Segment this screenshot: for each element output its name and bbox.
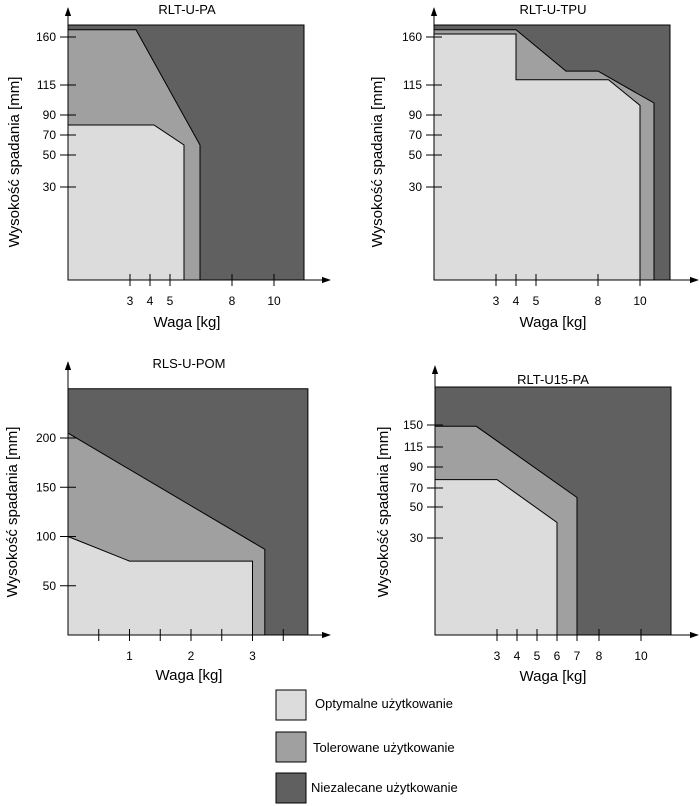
x-tick-label: 10: [633, 294, 647, 308]
x-ticks: 3 4 5 8 10: [493, 274, 647, 308]
chart-title: RLT-U15-PA: [517, 372, 589, 387]
chart-title: RLT-U-TPU: [520, 2, 587, 17]
chart-panel-rlt-u-tpu: RLT-U-TPU 3 4 5 8 10 30 50 70 90 115 160 Waga [kg…: [369, 2, 699, 331]
x-tick-label: 6: [554, 649, 561, 663]
chart-panel-rlt-u15-pa: RLT-U15-PA 3 4 5 6 7 8 10 30 50 70 90 115 150 Waga …: [375, 365, 699, 685]
y-tick-label: 100: [36, 530, 56, 544]
y-tick-label: 90: [409, 108, 423, 122]
x-axis-label: Waga [kg]: [156, 667, 223, 684]
legend-swatch-tolerated: [275, 731, 307, 763]
y-ticks: 30 50 70 90 115 150: [403, 418, 443, 545]
y-axis-label: Wysokość spadania [mm]: [4, 427, 21, 598]
legend-label-optimal: Optymalne użytkowanie: [315, 696, 453, 711]
y-tick-label: 160: [402, 30, 422, 44]
y-axis-label: Wysokość spadania [mm]: [375, 427, 392, 598]
legend-swatch-not-recommended: [275, 772, 307, 804]
y-tick-label: 70: [43, 128, 57, 142]
y-tick-label: 160: [36, 30, 56, 44]
x-tick-label: 5: [534, 649, 541, 663]
y-tick-label: 50: [43, 579, 57, 593]
x-axis-label: Waga [kg]: [154, 314, 221, 331]
y-tick-label: 70: [410, 481, 424, 495]
x-tick-label: 5: [167, 294, 174, 308]
legend-label-not-recommended: Niezalecane użytkowanie: [311, 780, 458, 795]
x-tick-label: 4: [147, 294, 154, 308]
chart-axes: [64, 7, 331, 284]
x-tick-label: 4: [514, 649, 521, 663]
y-tick-label: 70: [409, 128, 423, 142]
chart-regions: [434, 386, 672, 636]
y-tick-label: 200: [36, 431, 56, 445]
x-ticks: 3 4 5 8 10: [127, 274, 281, 308]
y-tick-label: 90: [410, 460, 424, 474]
y-tick-label: 115: [37, 78, 56, 92]
legend-swatch-optimal: [275, 689, 307, 721]
y-axis-label: Wysokość spadania [mm]: [6, 77, 23, 248]
x-ticks: 1 2 3: [98, 629, 284, 663]
x-tick-label: 3: [493, 294, 500, 308]
x-tick-label: 4: [513, 294, 520, 308]
chart-title: RLS-U-POM: [153, 356, 226, 371]
x-tick-label: 10: [267, 294, 281, 308]
y-tick-label: 50: [409, 148, 423, 162]
x-tick-label: 10: [634, 649, 648, 663]
chart-title: RLT-U-PA: [158, 2, 216, 17]
y-tick-label: 30: [409, 180, 423, 194]
x-axis-label: Waga [kg]: [520, 668, 587, 685]
y-tick-label: 115: [404, 440, 423, 454]
y-tick-label: 150: [36, 480, 56, 494]
x-tick-label: 5: [533, 294, 540, 308]
y-tick-label: 30: [43, 180, 57, 194]
region-optimal: [67, 124, 185, 281]
y-tick-label: 150: [403, 418, 423, 432]
y-tick-label: 115: [403, 78, 422, 92]
legend: Optymalne użytkowanie Tolerowane użytkow…: [275, 689, 458, 804]
x-tick-label: 8: [595, 294, 602, 308]
legend-item-optimal: Optymalne użytkowanie: [275, 689, 453, 721]
y-tick-label: 90: [43, 108, 57, 122]
x-tick-label: 8: [229, 294, 236, 308]
y-axis-label: Wysokość spadania [mm]: [369, 77, 386, 248]
legend-label-tolerated: Tolerowane użytkowanie: [313, 740, 455, 755]
chart-regions: [67, 24, 305, 281]
chart-axes: [430, 7, 699, 284]
x-axis-label: Waga [kg]: [520, 314, 587, 331]
y-tick-label: 50: [410, 500, 424, 514]
y-ticks: 30 50 70 90 115 160: [402, 30, 442, 194]
legend-item-tolerated: Tolerowane użytkowanie: [275, 731, 455, 763]
y-ticks: 50 100 150 200: [36, 431, 76, 593]
chart-regions: [433, 24, 671, 281]
x-tick-label: 3: [249, 649, 256, 663]
chart-axes: [64, 361, 331, 639]
chart-panel-rls-u-pom: RLS-U-POM 1 2 3 50 100 150 200 Waga [kg] Wyso…: [4, 356, 331, 684]
x-tick-label: 7: [574, 649, 581, 663]
x-tick-label: 8: [596, 649, 603, 663]
x-tick-label: 3: [494, 649, 501, 663]
chart-axes: [431, 365, 699, 639]
chart-regions: [67, 388, 309, 636]
y-ticks: 30 50 70 90 115 160: [36, 30, 76, 194]
chart-panel-rlt-u-pa: RLT-U-PA 3 4 5 8 10 30 50 70 90 115 160 Waga [kg]…: [6, 2, 331, 331]
y-tick-label: 50: [43, 148, 57, 162]
x-tick-label: 2: [188, 649, 195, 663]
legend-item-not-recommended: Niezalecane użytkowanie: [275, 772, 458, 804]
y-tick-label: 30: [410, 531, 424, 545]
x-tick-label: 3: [127, 294, 134, 308]
x-ticks: 3 4 5 6 7 8 10: [494, 629, 648, 663]
x-tick-label: 1: [126, 649, 133, 663]
